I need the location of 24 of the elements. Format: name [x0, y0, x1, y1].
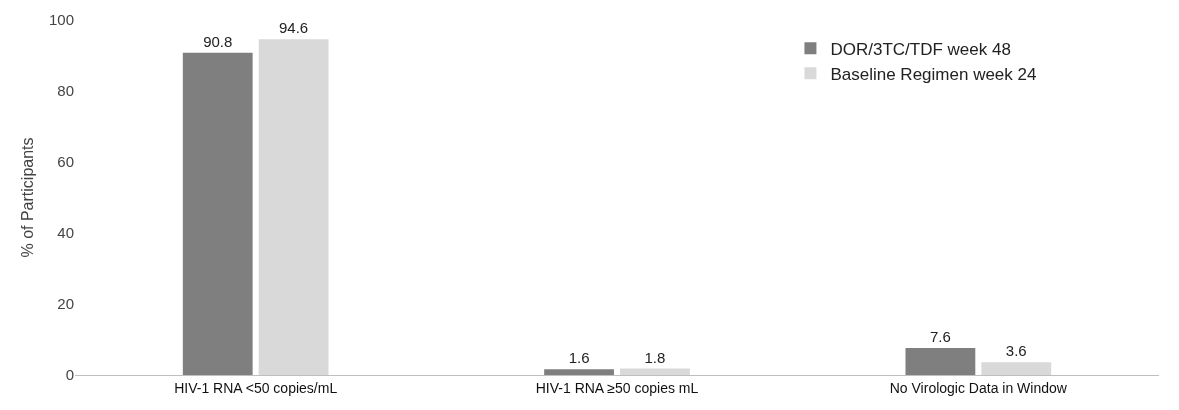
- y-tick-label: 0: [65, 366, 74, 384]
- bar: [981, 362, 1052, 375]
- bar: [258, 39, 329, 375]
- y-tick-label: 80: [57, 82, 74, 100]
- data-label: 1.6: [568, 349, 590, 367]
- legend-label: Baseline Regimen week 24: [830, 64, 1037, 84]
- bar: [620, 368, 690, 375]
- bar: [182, 52, 253, 375]
- data-label: 94.6: [279, 19, 309, 37]
- y-tick-label: 20: [57, 295, 74, 313]
- data-label: 7.6: [929, 328, 951, 346]
- y-axis-title: % of Participants: [19, 137, 36, 258]
- x-tick-label: HIV-1 RNA <50 copies/mL: [174, 379, 338, 396]
- data-label: 1.8: [644, 348, 666, 366]
- bar: [905, 348, 976, 375]
- x-tick-label: No Virologic Data in Window: [889, 379, 1068, 396]
- y-tick-label: 100: [48, 11, 74, 29]
- x-tick-label: HIV-1 RNA ≥50 copies mL: [535, 379, 699, 396]
- legend-label: DOR/3TC/TDF week 48: [830, 39, 1011, 59]
- data-label: 3.6: [1005, 342, 1027, 360]
- y-tick-label: 60: [57, 153, 74, 171]
- bar: [544, 369, 614, 375]
- y-tick-label: 40: [57, 224, 74, 242]
- data-label: 90.8: [203, 32, 233, 50]
